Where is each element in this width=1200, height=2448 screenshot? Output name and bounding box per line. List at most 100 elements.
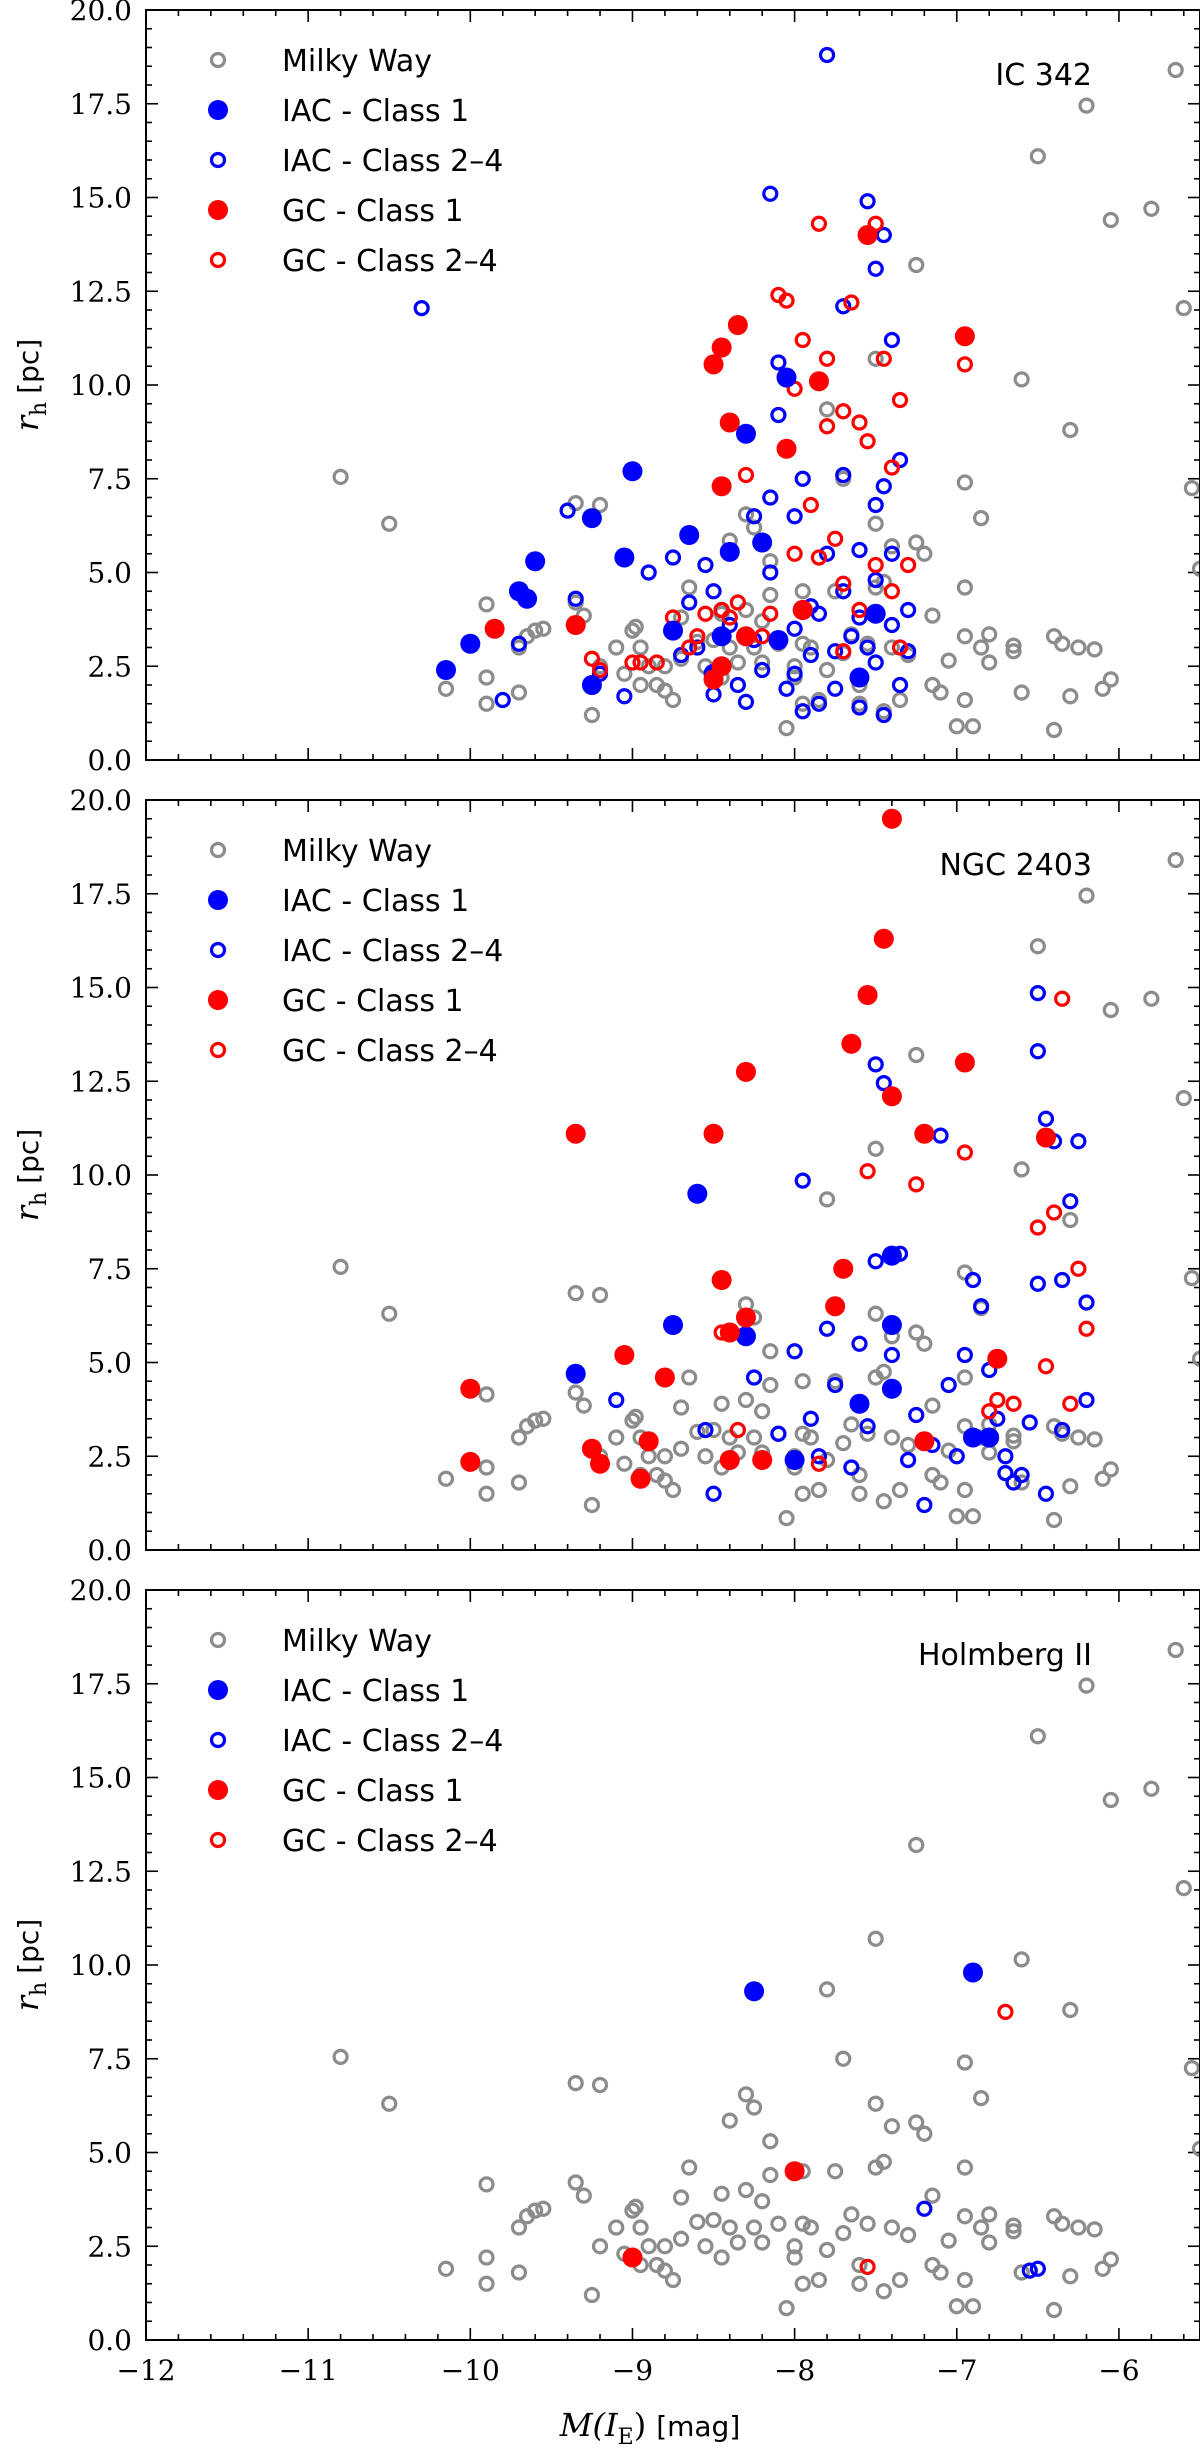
mw-point xyxy=(705,2211,722,2229)
iac24-point xyxy=(891,676,909,694)
mw-point xyxy=(478,2275,495,2292)
mw-point xyxy=(737,1391,755,1409)
gc24-point xyxy=(810,1455,828,1472)
iac1-point xyxy=(752,532,773,553)
mw-point xyxy=(1013,1951,1030,1968)
x-tick-labels: −12 −11 −10 −9 −8 −7 −6 xyxy=(116,2354,1139,2387)
gc1-point xyxy=(954,326,975,347)
mw-point xyxy=(1070,2219,1087,2236)
mw-point xyxy=(778,720,795,737)
iac24-point xyxy=(802,646,819,664)
gc24-point xyxy=(591,661,609,679)
mw-point xyxy=(567,2075,584,2092)
mw-point xyxy=(956,2159,973,2176)
mw-point xyxy=(924,607,941,624)
gc24-point xyxy=(818,418,836,435)
gc1-point xyxy=(841,1033,862,1054)
mw-point xyxy=(535,620,552,637)
iac24-point xyxy=(762,564,779,581)
x-tick-label: −12 xyxy=(116,2354,175,2387)
mw-point xyxy=(737,601,755,619)
mw-point xyxy=(1183,480,1200,497)
mw-point xyxy=(867,350,884,367)
iac1-point xyxy=(849,667,870,688)
gc24-point xyxy=(1005,1395,1022,1412)
gc1-point xyxy=(719,1450,740,1470)
mw-point xyxy=(891,1481,909,1499)
legend-marker-iac1 xyxy=(208,1680,228,1700)
mw-point xyxy=(640,658,657,675)
gc1-point xyxy=(857,985,878,1005)
mw-point xyxy=(681,1369,698,1386)
mw-point xyxy=(1175,300,1192,317)
legend-label-iac24: IAC - Class 2–4 xyxy=(282,1724,503,1759)
gc1-point xyxy=(857,225,878,245)
mw-point xyxy=(632,676,649,694)
mw-point xyxy=(794,1425,811,1442)
mw-point xyxy=(794,635,811,652)
gc24-point xyxy=(891,391,909,409)
x-label-sub: E xyxy=(618,2425,634,2448)
mw-point xyxy=(656,658,673,675)
mw-point xyxy=(1062,2268,1079,2285)
iac24-point xyxy=(689,639,706,656)
gc24-point xyxy=(851,601,868,619)
mw-point xyxy=(859,1425,876,1442)
mw-point xyxy=(1062,688,1079,705)
gc24-point xyxy=(827,530,844,547)
mw-point xyxy=(1086,641,1103,658)
mw-point xyxy=(1094,680,1111,697)
gc24-point xyxy=(843,294,860,311)
legend-label-gc24: GC - Class 2–4 xyxy=(282,1824,498,1859)
mw-point xyxy=(875,2153,892,2170)
iac24-point xyxy=(794,703,811,720)
legend-marker-mw xyxy=(209,1631,227,1649)
x-axis-label: M(IE) [mag] xyxy=(559,2406,741,2448)
iac24-point xyxy=(778,680,795,697)
mw-point xyxy=(1013,2264,1030,2281)
mw-point xyxy=(583,706,601,724)
mw-point xyxy=(778,2300,795,2317)
gc24-point xyxy=(891,639,909,656)
iac24-point xyxy=(835,466,852,484)
mw-point xyxy=(656,1472,673,1489)
gc1-point xyxy=(719,412,740,433)
gc1-point xyxy=(914,1123,935,1144)
mw-point xyxy=(851,2256,868,2274)
mw-point xyxy=(1094,2260,1111,2277)
legend-marker-gc1 xyxy=(208,1780,228,1800)
iac24-point xyxy=(997,1465,1014,1482)
gc1-point xyxy=(711,337,732,358)
mw-point xyxy=(616,665,633,682)
iac1-point xyxy=(768,630,789,650)
mw-point xyxy=(381,515,398,532)
legend-label-mw: Milky Way xyxy=(282,1624,432,1659)
mw-point xyxy=(810,2271,828,2289)
mw-point xyxy=(1070,1429,1087,1446)
mw-point xyxy=(875,1363,892,1380)
iac24-point xyxy=(851,1335,868,1352)
y-tick-label: 5.0 xyxy=(87,2137,132,2170)
gc24-point xyxy=(721,609,738,626)
iac1-point xyxy=(776,367,797,388)
mw-point xyxy=(632,2219,649,2236)
mw-point xyxy=(567,495,584,512)
legend-marker-iac24 xyxy=(209,941,227,959)
iac24-point xyxy=(413,300,430,317)
mw-point xyxy=(721,1429,738,1446)
gc24-point xyxy=(989,1391,1006,1409)
mw-point xyxy=(794,1373,811,1390)
iac24-point xyxy=(883,331,901,349)
mw-point xyxy=(1102,1461,1119,1478)
mw-point xyxy=(1167,1641,1184,1659)
mw-point xyxy=(859,2215,876,2232)
mw-point xyxy=(1062,421,1079,439)
mw-point xyxy=(1078,887,1095,904)
mw-point xyxy=(664,1481,682,1499)
mw-point xyxy=(867,515,884,532)
mw-point xyxy=(1175,1880,1192,1897)
iac24-point xyxy=(818,1320,836,1337)
gc1-point xyxy=(735,626,756,647)
mw-point xyxy=(583,2286,601,2304)
y-tick-label: 15.0 xyxy=(70,1762,132,1795)
